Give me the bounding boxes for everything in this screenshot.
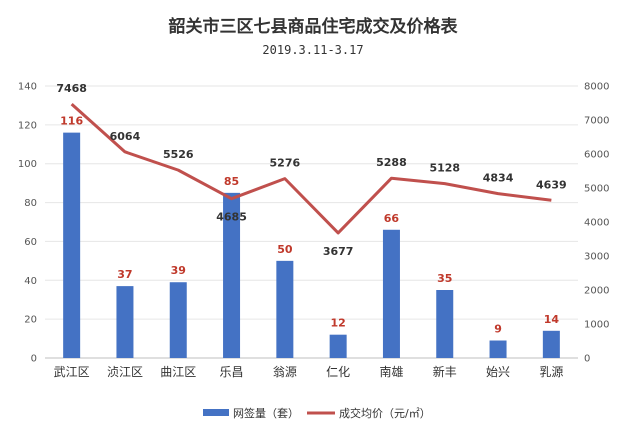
right-tick-label: 2000 <box>584 286 609 297</box>
right-tick-label: 3000 <box>584 252 609 263</box>
right-tick-label: 8000 <box>584 82 609 93</box>
left-tick-label: 140 <box>18 82 37 93</box>
line-data-label: 5128 <box>429 162 460 175</box>
bar-data-label: 9 <box>494 323 502 336</box>
bar <box>329 334 347 358</box>
bar-data-label: 14 <box>544 313 560 326</box>
right-axis: 0 1000 2000 3000 4000 5000 6000 7000 8000 <box>584 82 609 365</box>
category-label: 始兴 <box>486 365 510 379</box>
bar-data-label: 50 <box>277 243 293 256</box>
line-data-label: 3677 <box>323 245 354 258</box>
category-label: 乐昌 <box>220 365 244 379</box>
bar-series: 116 37 39 85 50 12 66 35 9 14 <box>60 115 560 358</box>
bar-data-label: 116 <box>60 115 83 128</box>
category-label: 曲江区 <box>160 365 196 379</box>
category-axis: 武江区 浈江区 曲江区 乐昌 翁源 仁化 南雄 新丰 始兴 乳源 <box>54 364 564 379</box>
bar <box>276 260 294 358</box>
left-tick-label: 120 <box>18 120 37 131</box>
category-label: 浈江区 <box>107 365 143 379</box>
left-tick-label: 0 <box>31 354 37 365</box>
legend-label-bar: 网签量（套） <box>233 406 299 420</box>
right-tick-label: 5000 <box>584 184 609 195</box>
right-tick-label: 0 <box>584 354 590 365</box>
bar-data-label: 37 <box>117 268 132 281</box>
bar <box>542 330 560 358</box>
line-data-label: 5288 <box>376 156 407 169</box>
bar <box>169 282 187 358</box>
category-label: 乳源 <box>539 365 563 379</box>
left-axis: 0 20 40 60 80 100 120 140 <box>18 82 37 365</box>
line-series: 7468 6064 5526 4685 5276 3677 5288 5128 4834 4639 <box>56 82 566 258</box>
bar <box>116 286 134 358</box>
category-label: 仁化 <box>326 365 350 379</box>
price-line <box>70 102 552 235</box>
line-data-label: 6064 <box>110 130 141 143</box>
bar-data-label: 12 <box>330 317 345 330</box>
legend-label-line: 成交均价（元/㎡） <box>339 406 431 420</box>
category-label: 新丰 <box>433 364 457 379</box>
legend-swatch-bar <box>203 409 229 416</box>
bar-data-label: 39 <box>171 264 186 277</box>
bar-data-label: 66 <box>384 212 400 225</box>
left-tick-label: 80 <box>24 198 37 209</box>
bar <box>223 192 241 358</box>
left-tick-label: 20 <box>24 315 37 326</box>
right-tick-label: 1000 <box>584 320 609 331</box>
line-data-label: 5276 <box>270 157 301 170</box>
bar <box>489 340 507 358</box>
line-data-label: 5526 <box>163 148 194 161</box>
right-tick-label: 6000 <box>584 150 609 161</box>
category-label: 翁源 <box>273 365 297 379</box>
grid-lines <box>45 85 578 359</box>
bar-data-label: 35 <box>437 272 452 285</box>
bar <box>63 132 81 358</box>
left-tick-label: 40 <box>24 276 37 287</box>
bar-data-label: 85 <box>224 175 239 188</box>
category-label: 南雄 <box>379 364 403 379</box>
right-tick-label: 7000 <box>584 116 609 127</box>
bar <box>382 229 400 358</box>
category-label: 武江区 <box>54 365 90 379</box>
line-data-label: 4685 <box>216 211 247 224</box>
left-tick-label: 60 <box>24 237 37 248</box>
left-tick-label: 100 <box>18 159 37 170</box>
chart-subtitle: 2019.3.11-3.17 <box>262 43 363 57</box>
chart-title: 韶关市三区七县商品住宅成交及价格表 <box>169 16 459 37</box>
bar <box>436 290 454 358</box>
legend: 网签量（套） 成交均价（元/㎡） <box>203 406 431 420</box>
line-data-label: 7468 <box>56 82 87 95</box>
right-tick-label: 4000 <box>584 218 609 229</box>
line-data-label: 4639 <box>536 178 567 191</box>
line-data-label: 4834 <box>483 172 514 185</box>
